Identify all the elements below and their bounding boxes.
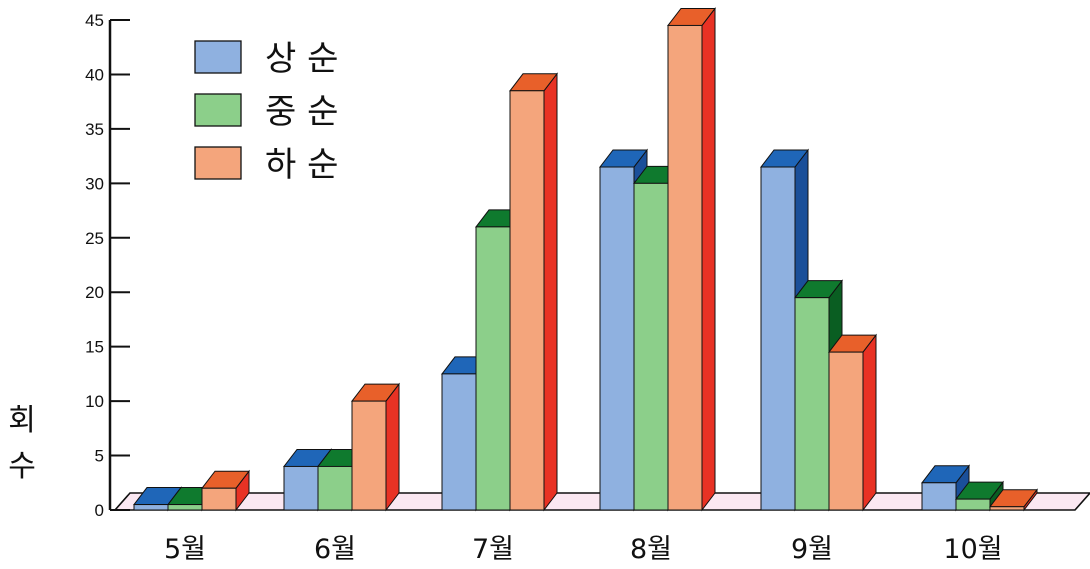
y-tick-label: 20 bbox=[85, 283, 104, 302]
legend-label: 하 순 bbox=[265, 145, 338, 185]
bar-front bbox=[599, 166, 635, 511]
bar bbox=[200, 469, 251, 512]
bar-front bbox=[921, 482, 957, 511]
bar-front bbox=[955, 498, 991, 511]
category-label: 7월 bbox=[472, 534, 514, 565]
bar bbox=[827, 333, 878, 512]
legend-label: 상 순 bbox=[265, 39, 338, 79]
bars bbox=[132, 6, 1039, 512]
y-tick-label: 10 bbox=[85, 392, 104, 411]
y-tick-label: 0 bbox=[95, 501, 104, 520]
category-labels: 5월 6월 7월 8월 9월 10월 bbox=[164, 534, 1003, 565]
bar bbox=[988, 488, 1039, 512]
bar bbox=[759, 148, 810, 512]
bar-front bbox=[351, 400, 387, 511]
bar-front bbox=[794, 297, 830, 511]
bar-side bbox=[385, 382, 400, 512]
legend-label: 중 순 bbox=[265, 92, 338, 132]
legend: 상 순중 순하 순 bbox=[194, 39, 338, 185]
bar-front bbox=[475, 226, 511, 511]
bar-front bbox=[133, 504, 169, 511]
y-axis-title-char: 회 bbox=[8, 403, 36, 438]
y-tick-label: 30 bbox=[85, 174, 104, 193]
bar-front bbox=[667, 24, 703, 511]
bar-front bbox=[317, 465, 353, 511]
bar-front bbox=[509, 90, 545, 511]
y-axis-title: 회수 bbox=[8, 403, 36, 484]
y-tick-label: 5 bbox=[95, 447, 104, 466]
bar-side bbox=[701, 6, 716, 512]
category-label: 10월 bbox=[943, 534, 1002, 565]
legend-swatch bbox=[194, 40, 242, 74]
bar bbox=[350, 382, 401, 512]
y-tick-label: 40 bbox=[85, 65, 104, 84]
y-tick-label: 25 bbox=[85, 229, 104, 248]
category-label: 8월 bbox=[630, 534, 672, 565]
bar-side bbox=[862, 333, 877, 512]
category-label: 6월 bbox=[314, 534, 356, 565]
category-label: 9월 bbox=[791, 534, 833, 565]
bar-front bbox=[441, 373, 477, 511]
bar-front bbox=[989, 506, 1025, 511]
bar-front bbox=[201, 487, 237, 511]
bar bbox=[666, 6, 717, 512]
legend-swatch bbox=[194, 93, 242, 127]
y-tick-label: 35 bbox=[85, 120, 104, 139]
y-axis: 0 5 10 15 20 25 30 35 40 45 bbox=[85, 11, 130, 520]
y-tick-label: 45 bbox=[85, 11, 104, 30]
category-label: 5월 bbox=[164, 534, 206, 565]
bar-side bbox=[543, 72, 558, 512]
bar-front bbox=[760, 166, 796, 511]
y-axis-title-char: 수 bbox=[8, 449, 36, 484]
bar-front bbox=[633, 182, 669, 511]
y-tick-label: 15 bbox=[85, 338, 104, 357]
legend-swatch bbox=[194, 146, 242, 180]
bar-front bbox=[828, 351, 864, 511]
bar-front bbox=[283, 465, 319, 511]
bar-front bbox=[167, 504, 203, 511]
bar bbox=[508, 72, 559, 512]
